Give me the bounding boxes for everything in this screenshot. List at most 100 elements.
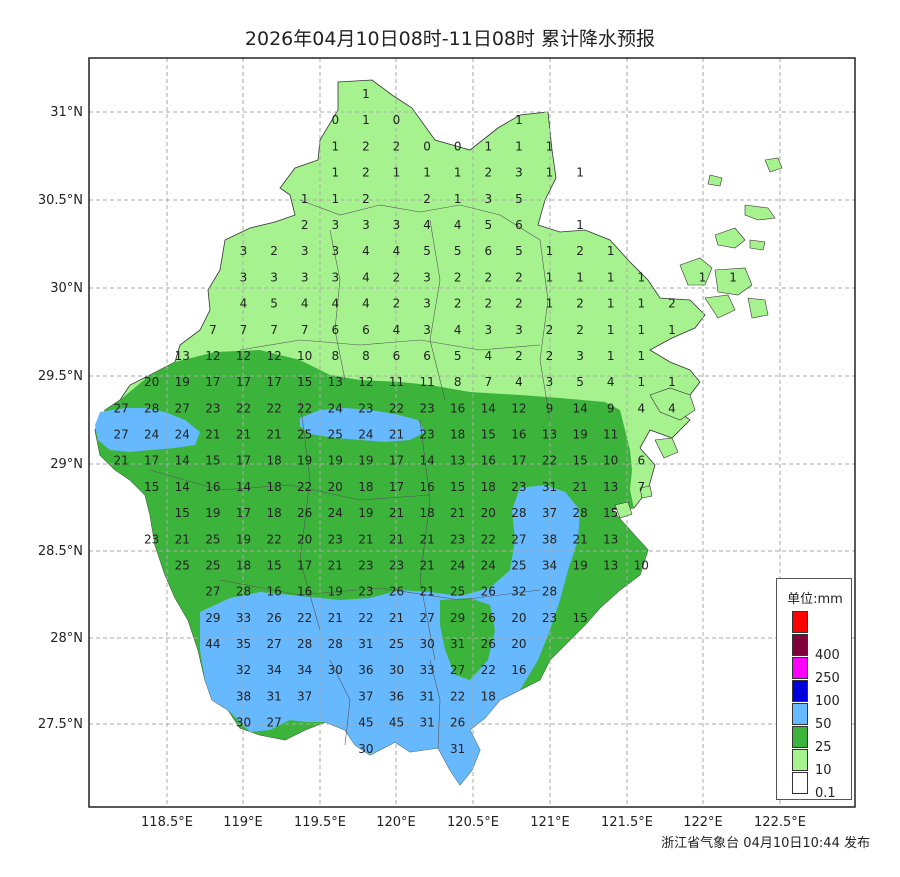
rainfall-value: 37 [358, 689, 373, 703]
rainfall-value: 2 [454, 270, 462, 284]
rainfall-value: 38 [236, 689, 251, 703]
legend-label: 400 [815, 648, 840, 663]
latitude-label: 30°N [50, 281, 83, 296]
rainfall-value: 17 [144, 454, 159, 468]
rainfall-value: 19 [358, 454, 373, 468]
rainfall-value: 18 [236, 558, 251, 572]
region-blue-south-notch [440, 598, 495, 680]
legend-swatch [792, 703, 808, 725]
legend-title: 单位:mm [787, 592, 843, 607]
legend-label: 25 [815, 740, 832, 755]
rainfall-value: 12 [358, 375, 373, 389]
rainfall-value: 5 [454, 349, 462, 363]
rainfall-value: 21 [419, 532, 434, 546]
rainfall-value: 4 [362, 244, 370, 258]
rainfall-value: 14 [175, 454, 190, 468]
county-boundaries [149, 199, 551, 749]
rainfall-value: 4 [362, 270, 370, 284]
rainfall-value: 24 [175, 428, 190, 442]
rainfall-value: 5 [515, 192, 523, 206]
latitude-label: 29.5°N [38, 369, 83, 384]
rainfall-value: 3 [484, 323, 492, 337]
rainfall-value: 21 [328, 611, 343, 625]
rainfall-value: 27 [450, 663, 465, 677]
rainfall-value: 26 [481, 585, 496, 599]
rainfall-value: 18 [481, 480, 496, 494]
rainfall-value: 28 [328, 637, 343, 651]
rainfall-value: 16 [205, 480, 220, 494]
region-blue-central [300, 408, 425, 442]
rainfall-value: 10 [634, 558, 649, 572]
rainfall-value: 15 [266, 558, 281, 572]
rainfall-value: 2 [393, 139, 401, 153]
rainfall-value: 12 [205, 349, 220, 363]
rainfall-value: 18 [266, 454, 281, 468]
rainfall-value: 1 [607, 297, 615, 311]
rainfall-value: 1 [576, 166, 584, 180]
rainfall-value: 22 [297, 480, 312, 494]
rainfall-value: 2 [362, 139, 370, 153]
rainfall-value: 1 [637, 323, 645, 337]
rainfall-value: 26 [297, 506, 312, 520]
rainfall-value: 23 [328, 532, 343, 546]
rainfall-value: 2 [515, 349, 523, 363]
rainfall-value: 18 [419, 506, 434, 520]
rainfall-value: 0 [423, 139, 431, 153]
rainfall-value: 2 [668, 297, 676, 311]
rainfall-value: 22 [450, 689, 465, 703]
rainfall-value: 12 [511, 401, 526, 415]
latitude-label: 29°N [50, 457, 83, 472]
rainfall-value: 30 [419, 637, 434, 651]
rainfall-value: 1 [454, 192, 462, 206]
rainfall-value: 19 [236, 532, 251, 546]
rainfall-value: 1 [362, 87, 370, 101]
rainfall-value: 19 [175, 375, 190, 389]
rainfall-values: 10 1 0 11 2 2 0 0 1 1 11 2 1 1 1 2 3 1 11 1 2 2 1 3 52 3 3 3 4 4 5 6 13 2… [113, 87, 736, 756]
rainfall-value: 30 [328, 663, 343, 677]
rainfall-value: 19 [297, 454, 312, 468]
rainfall-value: 1 [576, 270, 584, 284]
rainfall-value: 21 [389, 428, 404, 442]
rainfall-value: 23 [419, 428, 434, 442]
rainfall-value: 14 [236, 480, 251, 494]
rainfall-value: 7 [270, 323, 278, 337]
rainfall-value: 8 [331, 349, 339, 363]
rainfall-value: 20 [511, 611, 526, 625]
rainfall-value: 3 [546, 375, 554, 389]
rainfall-value: 2 [546, 323, 554, 337]
rainfall-value: 23 [358, 558, 373, 572]
rainfall-value: 22 [266, 401, 281, 415]
rainfall-value: 31 [419, 689, 434, 703]
rainfall-value: 15 [205, 454, 220, 468]
rainfall-value: 30 [389, 663, 404, 677]
rainfall-value: 45 [389, 716, 404, 730]
rainfall-value: 2 [454, 297, 462, 311]
legend-swatch [792, 611, 808, 633]
rainfall-value: 17 [236, 506, 251, 520]
rainfall-value: 2 [546, 349, 554, 363]
rainfall-value: 2 [576, 297, 584, 311]
rainfall-value: 27 [266, 716, 281, 730]
rainfall-value: 32 [511, 585, 526, 599]
legend-label: 100 [815, 694, 840, 709]
rainfall-value: 1 [515, 113, 523, 127]
rainfall-value: 23 [358, 585, 373, 599]
rainfall-value: 15 [175, 506, 190, 520]
rainfall-value: 23 [389, 558, 404, 572]
rainfall-value: 16 [450, 401, 465, 415]
rainfall-value: 19 [205, 506, 220, 520]
rainfall-value: 5 [576, 375, 584, 389]
rainfall-value: 23 [205, 401, 220, 415]
rainfall-value: 24 [328, 401, 343, 415]
rainfall-value: 1 [301, 192, 309, 206]
rainfall-value: 23 [358, 401, 373, 415]
latitude-label: 28°N [50, 631, 83, 646]
rainfall-value: 24 [358, 428, 373, 442]
rainfall-value: 19 [328, 454, 343, 468]
rainfall-value: 27 [511, 532, 526, 546]
latitude-label: 31°N [50, 105, 83, 120]
rainfall-value: 23 [450, 532, 465, 546]
rainfall-value: 1 [637, 270, 645, 284]
rainfall-value: 2 [393, 297, 401, 311]
